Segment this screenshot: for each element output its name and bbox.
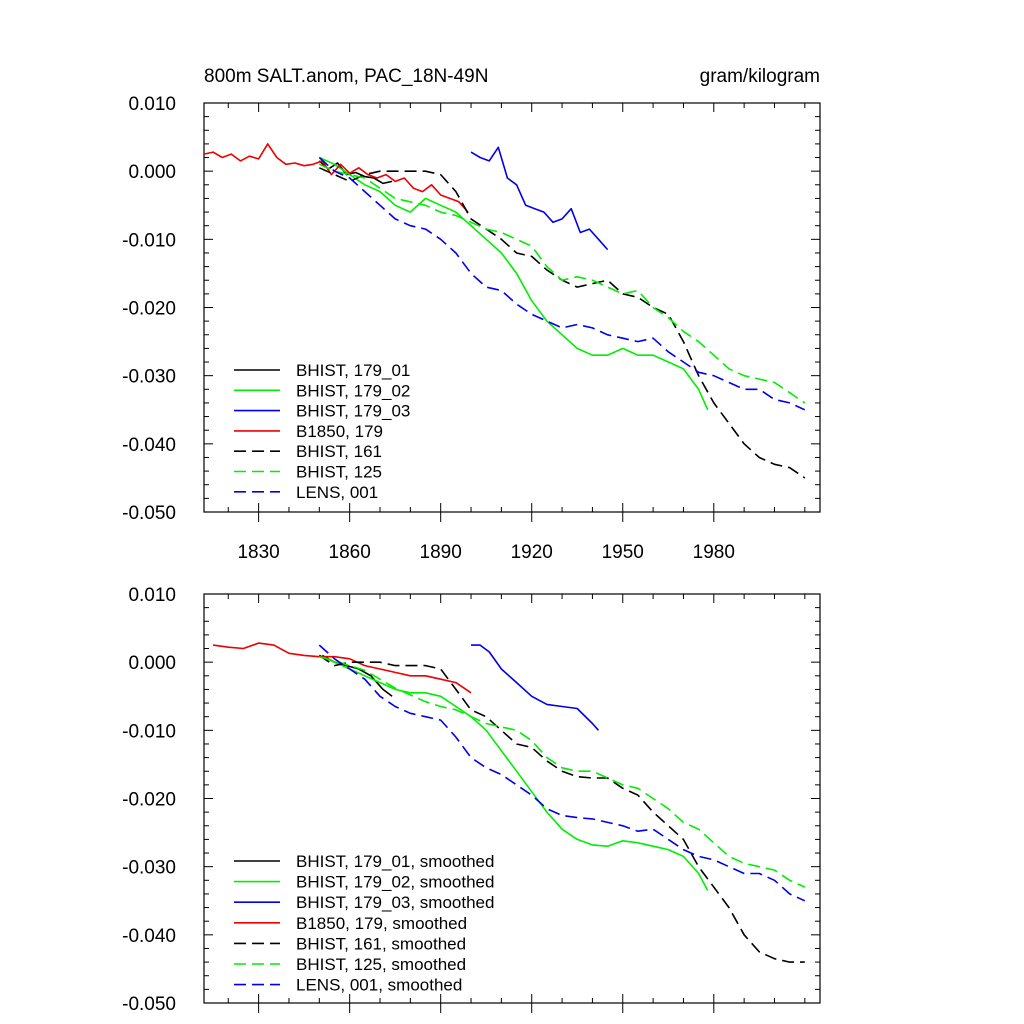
series-line [212,642,472,694]
series-line [319,655,806,888]
x-tick-label: 1920 [511,542,553,563]
y-tick-label: -0.020 [122,790,176,811]
legend-label: BHIST, 179_01 [296,361,410,380]
series-line [318,160,393,185]
legend-label: BHIST, 161, smoothed [296,934,466,953]
top-panel: 800m SALT.anom, PAC_18N-49N gram/kilogra… [122,66,821,563]
x-tick-label: 1830 [237,542,279,563]
x-tick-label: 1950 [602,542,644,563]
y-tick-label: -0.050 [122,994,176,1015]
y-tick-label: -0.040 [122,926,176,947]
y-tick-label: -0.050 [122,503,176,524]
y-tick-label: -0.040 [122,435,176,456]
y-tick-label: 0.000 [128,653,176,674]
y-tick-label: -0.010 [122,721,176,742]
legend-label: BHIST, 179_02, smoothed [296,873,494,892]
y-tick-label: 0.010 [128,94,176,115]
legend-label: BHIST, 179_03 [296,402,410,421]
legend-label: B1850, 179, smoothed [296,914,467,933]
series-line [470,146,609,251]
legend-label: BHIST, 125 [296,463,382,482]
x-tick-label: 1980 [693,542,735,563]
series-line [318,644,806,902]
series-line [203,143,469,213]
x-tick-label: 1860 [329,542,371,563]
bottom-panel: 0.010 0.000 -0.010 -0.020 -0.030 -0.040 -0.050… [122,585,821,1015]
legend-label: LENS, 001, smoothed [296,976,462,995]
series-line [318,654,709,891]
series-line [318,163,806,404]
top-panel-units: gram/kilogram [700,66,820,87]
legend-label: B1850, 179 [296,422,383,441]
y-tick-label: -0.030 [122,858,176,879]
y-tick-label: -0.030 [122,367,176,388]
y-tick-label: -0.020 [122,299,176,320]
legend-label: BHIST, 125, smoothed [296,955,466,974]
legend-label: BHIST, 179_03, smoothed [296,893,494,912]
legend-label: BHIST, 179_02 [296,381,410,400]
series-line [471,644,600,731]
legend-label: BHIST, 179_01, smoothed [296,852,494,871]
y-tick-label: 0.010 [128,585,176,606]
top-panel-title: 800m SALT.anom, PAC_18N-49N [204,66,488,87]
series-line [318,167,806,479]
y-tick-label: 0.000 [128,162,176,183]
series-line [318,654,805,963]
legend-label: LENS, 001 [296,483,378,502]
y-tick-label: -0.010 [122,230,176,251]
series-line [318,156,709,411]
legend-label: BHIST, 161 [296,442,382,461]
x-tick-label: 1890 [420,542,462,563]
